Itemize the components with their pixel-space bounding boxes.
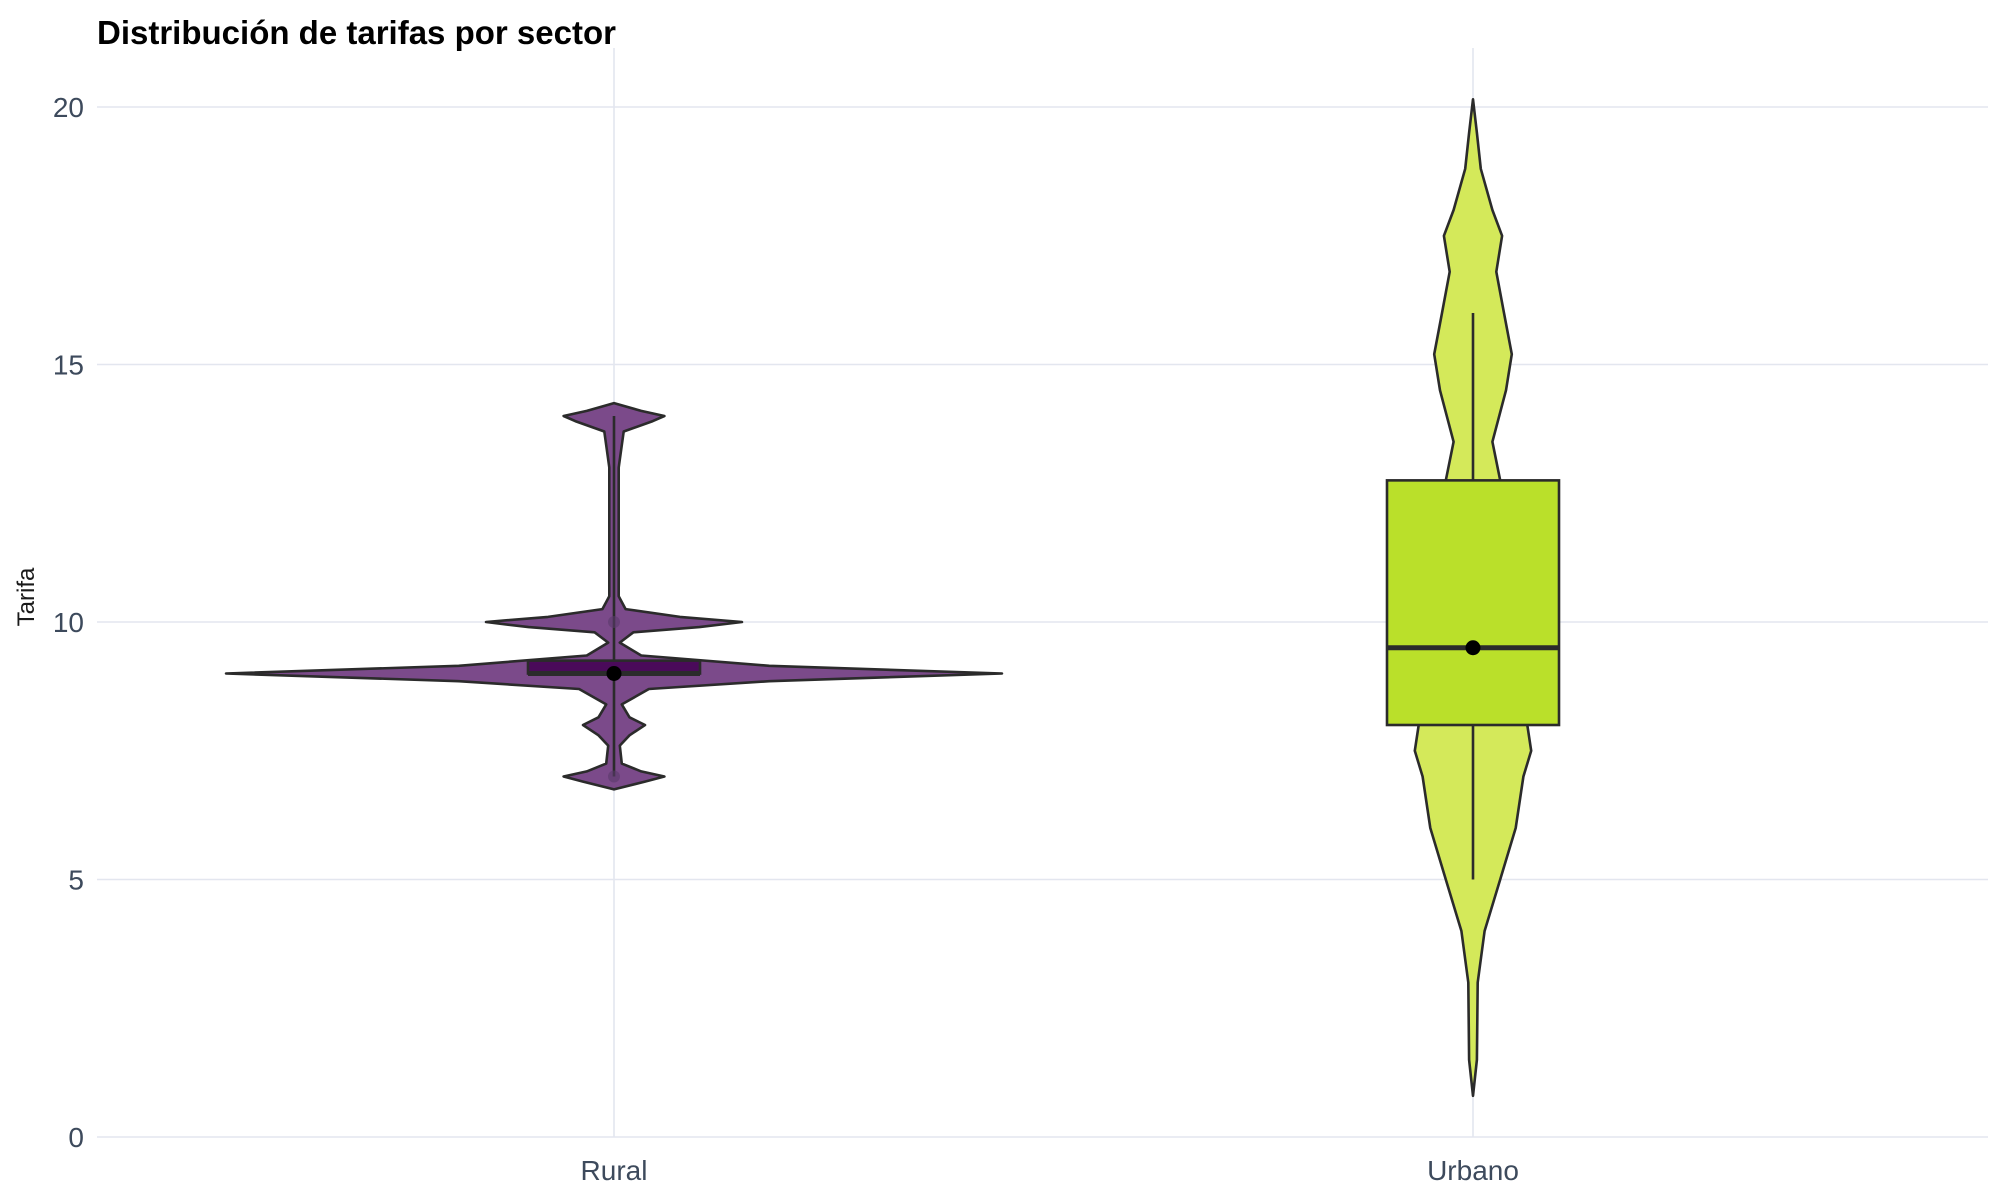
y-tick-label: 15	[53, 350, 84, 381]
y-axis-label: Tarifa	[13, 567, 40, 626]
y-tick-label: 0	[68, 1122, 84, 1153]
x-tick-label: Urbano	[1427, 1155, 1519, 1186]
data-point	[608, 770, 620, 783]
y-tick-label: 5	[68, 865, 84, 896]
grid-lines	[97, 48, 1988, 1138]
box-urbano	[1385, 479, 1561, 727]
chart-title: Distribución de tarifas por sector	[97, 14, 616, 51]
axis-ticks: 0 5 10 15 20 Rural Urbano	[53, 92, 1519, 1186]
mean-point	[1465, 640, 1481, 656]
boxplots	[526, 313, 1561, 880]
y-tick-label: 10	[53, 607, 84, 638]
x-tick-label: Rural	[581, 1155, 648, 1186]
mean-point	[606, 666, 622, 681]
violins	[224, 98, 1533, 1098]
y-tick-label: 20	[53, 92, 84, 123]
data-point	[608, 616, 620, 628]
